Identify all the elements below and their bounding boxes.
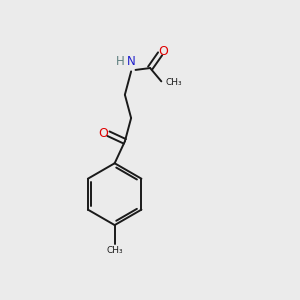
Text: N: N — [127, 55, 136, 68]
Text: CH₃: CH₃ — [106, 246, 123, 255]
Text: O: O — [158, 45, 168, 58]
Text: H: H — [116, 56, 124, 68]
Text: O: O — [98, 127, 108, 140]
Text: CH₃: CH₃ — [166, 78, 182, 87]
